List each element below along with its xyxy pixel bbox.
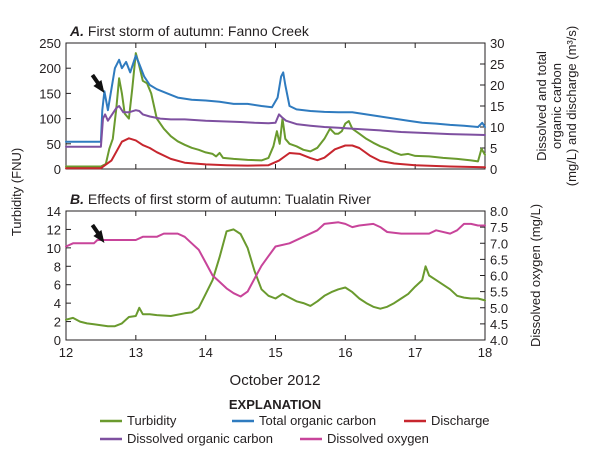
y-left-tick-label: 4 [54, 296, 61, 311]
y-right-tick-label: 0 [490, 162, 497, 177]
panel-a: A. First storm of autumn: Fanno Creek 0 5… [39, 23, 504, 177]
y-right-tick-label: 25 [490, 57, 504, 72]
legend-item-toc: Total organic carbon [232, 413, 376, 428]
panel-b-series [65, 221, 486, 328]
y-right-tick-label: 20 [490, 78, 504, 93]
series-line-discharge [65, 137, 486, 170]
legend-label: Total organic carbon [259, 413, 376, 428]
legend-item-doc: Dissolved organic carbon [100, 431, 273, 446]
series-line-turbidity [65, 228, 486, 328]
x-axis-title: October 2012 [230, 372, 321, 389]
legend-label: Dissolved organic carbon [127, 431, 273, 446]
y-left-tick-label: 0 [54, 162, 61, 177]
panel-b-title-text: Effects of first storm of autumn: Tualat… [88, 191, 371, 207]
y-right-tick-label: 30 [490, 36, 504, 51]
x-tick-label: 17 [408, 345, 422, 360]
y-left-tick-label: 8 [54, 259, 61, 274]
x-tick-label: 14 [198, 345, 212, 360]
x-tick-label: 18 [478, 345, 492, 360]
panel-a-title-text: First storm of autumn: Fanno Creek [88, 23, 310, 39]
right-axis-title-line: organic carbon [549, 63, 564, 149]
y-right-tick-label: 15 [490, 99, 504, 114]
panel-a-frame [65, 42, 486, 170]
y-left-tick-label: 250 [39, 36, 61, 51]
y-left-tick-label: 50 [47, 137, 61, 152]
panel-b-title-letter: B. [70, 191, 84, 207]
legend-item-discharge: Discharge [404, 413, 490, 428]
panel-b: B. Effects of first storm of autumn: Tua… [47, 191, 509, 360]
y-right-tick-label: 6.5 [490, 252, 508, 267]
y-left-tick-label: 200 [39, 61, 61, 76]
panel-b-right-axis-title: Dissolved oxygen (mg/L) [528, 204, 543, 347]
right-axis-title-line: Dissolved and total [534, 51, 549, 161]
y-left-tick-label: 100 [39, 112, 61, 127]
y-right-tick-label: 5.5 [490, 285, 508, 300]
y-left-tick-label: 14 [47, 204, 61, 219]
series-line-doc [65, 105, 486, 148]
panel-b-arrow [90, 223, 105, 243]
y-left-tick-label: 150 [39, 86, 61, 101]
left-axis-title: Turbidity (FNU) [9, 148, 24, 236]
series-line-toc [65, 54, 486, 143]
y-right-tick-label: 5 [490, 141, 497, 156]
y-left-tick-label: 0 [54, 333, 61, 348]
legend-item-do: Dissolved oxygen [300, 431, 429, 446]
panel-b-title: B. Effects of first storm of autumn: Tua… [70, 191, 371, 207]
panel-a-arrow [90, 73, 105, 93]
panel-b-ticks: 12 13 14 15 16 17 18 0 2 4 6 8 10 12 14 4.04.55.05.56.0… [47, 204, 509, 360]
legend: EXPLANATION Turbidity Total organic carbo… [100, 397, 490, 446]
x-tick-label: 15 [268, 345, 282, 360]
y-right-tick-label: 8.0 [490, 204, 508, 219]
y-left-tick-label: 2 [54, 315, 61, 330]
y-left-tick-label: 10 [47, 241, 61, 256]
x-tick-label: 12 [59, 345, 73, 360]
y-right-tick-label: 5.0 [490, 301, 508, 316]
panel-b-frame [65, 210, 486, 341]
y-right-tick-label: 10 [490, 120, 504, 135]
legend-item-turbidity: Turbidity [100, 413, 177, 428]
y-right-tick-label: 7.5 [490, 220, 508, 235]
right-axis-title-line: (mg/L) and discharge (m³/s) [564, 26, 579, 186]
series-line-do [65, 221, 486, 298]
panel-a-series [65, 52, 486, 170]
legend-label: Discharge [431, 413, 490, 428]
legend-label: Turbidity [127, 413, 177, 428]
x-tick-label: 13 [129, 345, 143, 360]
x-tick-label: 16 [338, 345, 352, 360]
y-right-tick-label: 7.0 [490, 236, 508, 251]
y-left-tick-label: 6 [54, 278, 61, 293]
panel-a-title: A. First storm of autumn: Fanno Creek [69, 23, 310, 39]
annotation-arrow-icon [90, 73, 105, 93]
y-right-tick-label: 4.5 [490, 317, 508, 332]
y-right-tick-label: 4.0 [490, 333, 508, 348]
y-right-tick-label: 6.0 [490, 269, 508, 284]
panel-a-right-axis-title: Dissolved and total organic carbon (mg/L) … [534, 26, 579, 186]
annotation-arrow-icon [90, 223, 105, 243]
right-axis-title-line: Dissolved oxygen (mg/L) [528, 204, 543, 347]
legend-label: Dissolved oxygen [327, 431, 429, 446]
y-left-tick-label: 12 [47, 222, 61, 237]
panel-a-title-letter: A. [69, 23, 84, 39]
legend-heading: EXPLANATION [229, 397, 321, 412]
